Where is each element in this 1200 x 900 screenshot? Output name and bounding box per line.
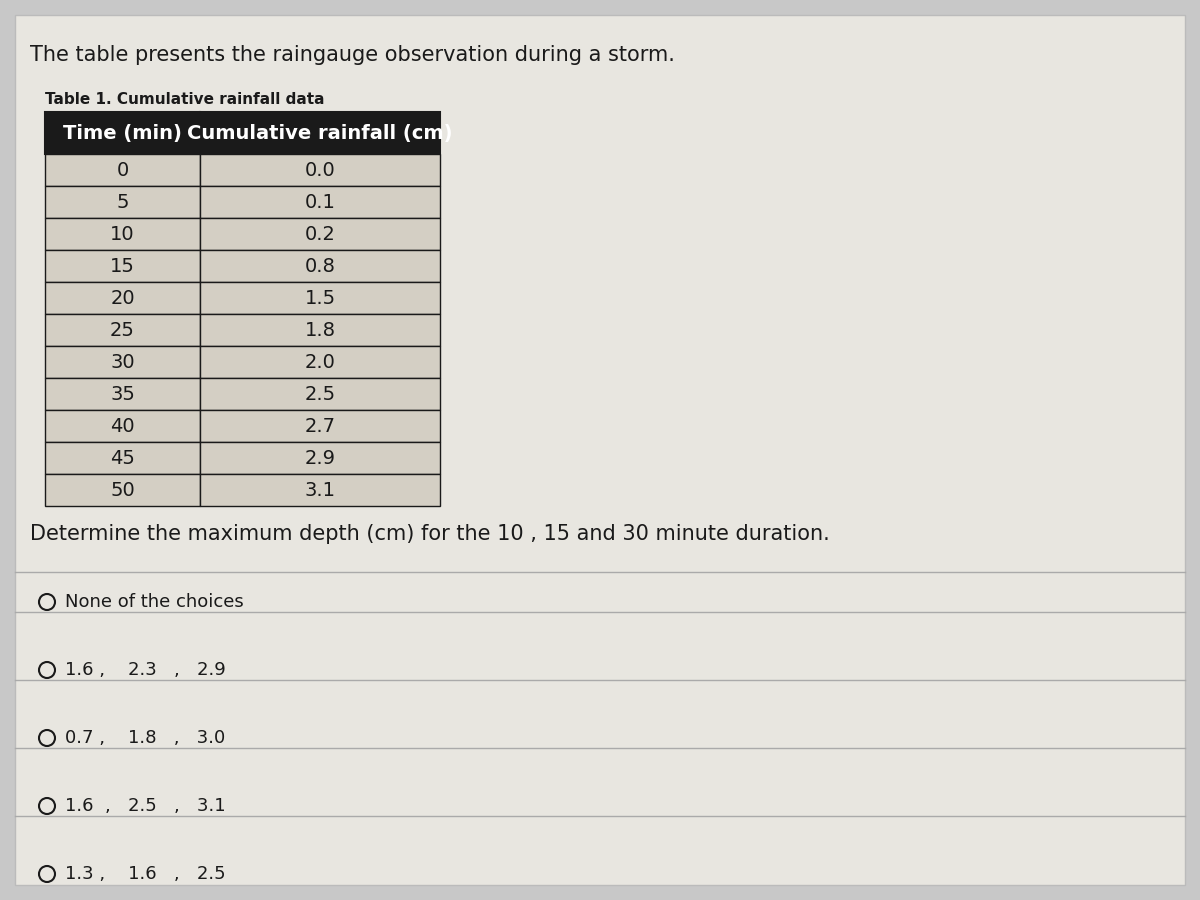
Text: 2.0: 2.0 <box>305 353 336 372</box>
FancyBboxPatch shape <box>200 186 440 218</box>
Text: 1.8: 1.8 <box>305 320 336 339</box>
FancyBboxPatch shape <box>46 410 200 442</box>
Text: 0: 0 <box>116 160 128 179</box>
FancyBboxPatch shape <box>46 442 200 474</box>
Text: 1.6 ,    2.3   ,   2.9: 1.6 , 2.3 , 2.9 <box>65 661 226 679</box>
FancyBboxPatch shape <box>46 474 200 506</box>
FancyBboxPatch shape <box>46 250 200 282</box>
Text: 2.9: 2.9 <box>305 448 336 467</box>
Text: None of the choices: None of the choices <box>65 593 244 611</box>
FancyBboxPatch shape <box>200 346 440 378</box>
Text: The table presents the raingauge observation during a storm.: The table presents the raingauge observa… <box>30 45 674 65</box>
FancyBboxPatch shape <box>46 282 200 314</box>
Text: 0.7 ,    1.8   ,   3.0: 0.7 , 1.8 , 3.0 <box>65 729 226 747</box>
FancyBboxPatch shape <box>46 154 200 186</box>
FancyBboxPatch shape <box>200 250 440 282</box>
Text: 3.1: 3.1 <box>305 481 336 500</box>
Text: 5: 5 <box>116 193 128 212</box>
FancyBboxPatch shape <box>200 378 440 410</box>
Text: 2.7: 2.7 <box>305 417 336 436</box>
FancyBboxPatch shape <box>200 218 440 250</box>
FancyBboxPatch shape <box>46 314 200 346</box>
FancyBboxPatch shape <box>200 314 440 346</box>
FancyBboxPatch shape <box>46 218 200 250</box>
Text: 25: 25 <box>110 320 134 339</box>
Text: Cumulative rainfall (cm): Cumulative rainfall (cm) <box>187 123 452 142</box>
Text: 1.6  ,   2.5   ,   3.1: 1.6 , 2.5 , 3.1 <box>65 797 226 815</box>
Text: 45: 45 <box>110 448 134 467</box>
Text: 15: 15 <box>110 256 134 275</box>
FancyBboxPatch shape <box>200 112 440 154</box>
FancyBboxPatch shape <box>200 410 440 442</box>
Text: 1.3 ,    1.6   ,   2.5: 1.3 , 1.6 , 2.5 <box>65 865 226 883</box>
Text: Table 1. Cumulative rainfall data: Table 1. Cumulative rainfall data <box>46 92 324 107</box>
Text: 0.1: 0.1 <box>305 193 336 212</box>
Text: Time (min): Time (min) <box>64 123 182 142</box>
Text: 1.5: 1.5 <box>305 289 336 308</box>
Text: 30: 30 <box>110 353 134 372</box>
FancyBboxPatch shape <box>46 186 200 218</box>
Text: 50: 50 <box>110 481 134 500</box>
Text: 40: 40 <box>110 417 134 436</box>
Text: 20: 20 <box>110 289 134 308</box>
Text: 35: 35 <box>110 384 134 403</box>
Text: 10: 10 <box>110 224 134 244</box>
FancyBboxPatch shape <box>200 154 440 186</box>
FancyBboxPatch shape <box>200 442 440 474</box>
Text: 0.0: 0.0 <box>305 160 335 179</box>
FancyBboxPatch shape <box>200 282 440 314</box>
FancyBboxPatch shape <box>200 474 440 506</box>
Text: 0.8: 0.8 <box>305 256 336 275</box>
Text: Determine the maximum depth (cm) for the 10 , 15 and 30 minute duration.: Determine the maximum depth (cm) for the… <box>30 524 829 544</box>
Text: 2.5: 2.5 <box>305 384 336 403</box>
FancyBboxPatch shape <box>46 378 200 410</box>
FancyBboxPatch shape <box>14 15 1186 885</box>
FancyBboxPatch shape <box>46 112 200 154</box>
Text: 0.2: 0.2 <box>305 224 336 244</box>
FancyBboxPatch shape <box>46 346 200 378</box>
